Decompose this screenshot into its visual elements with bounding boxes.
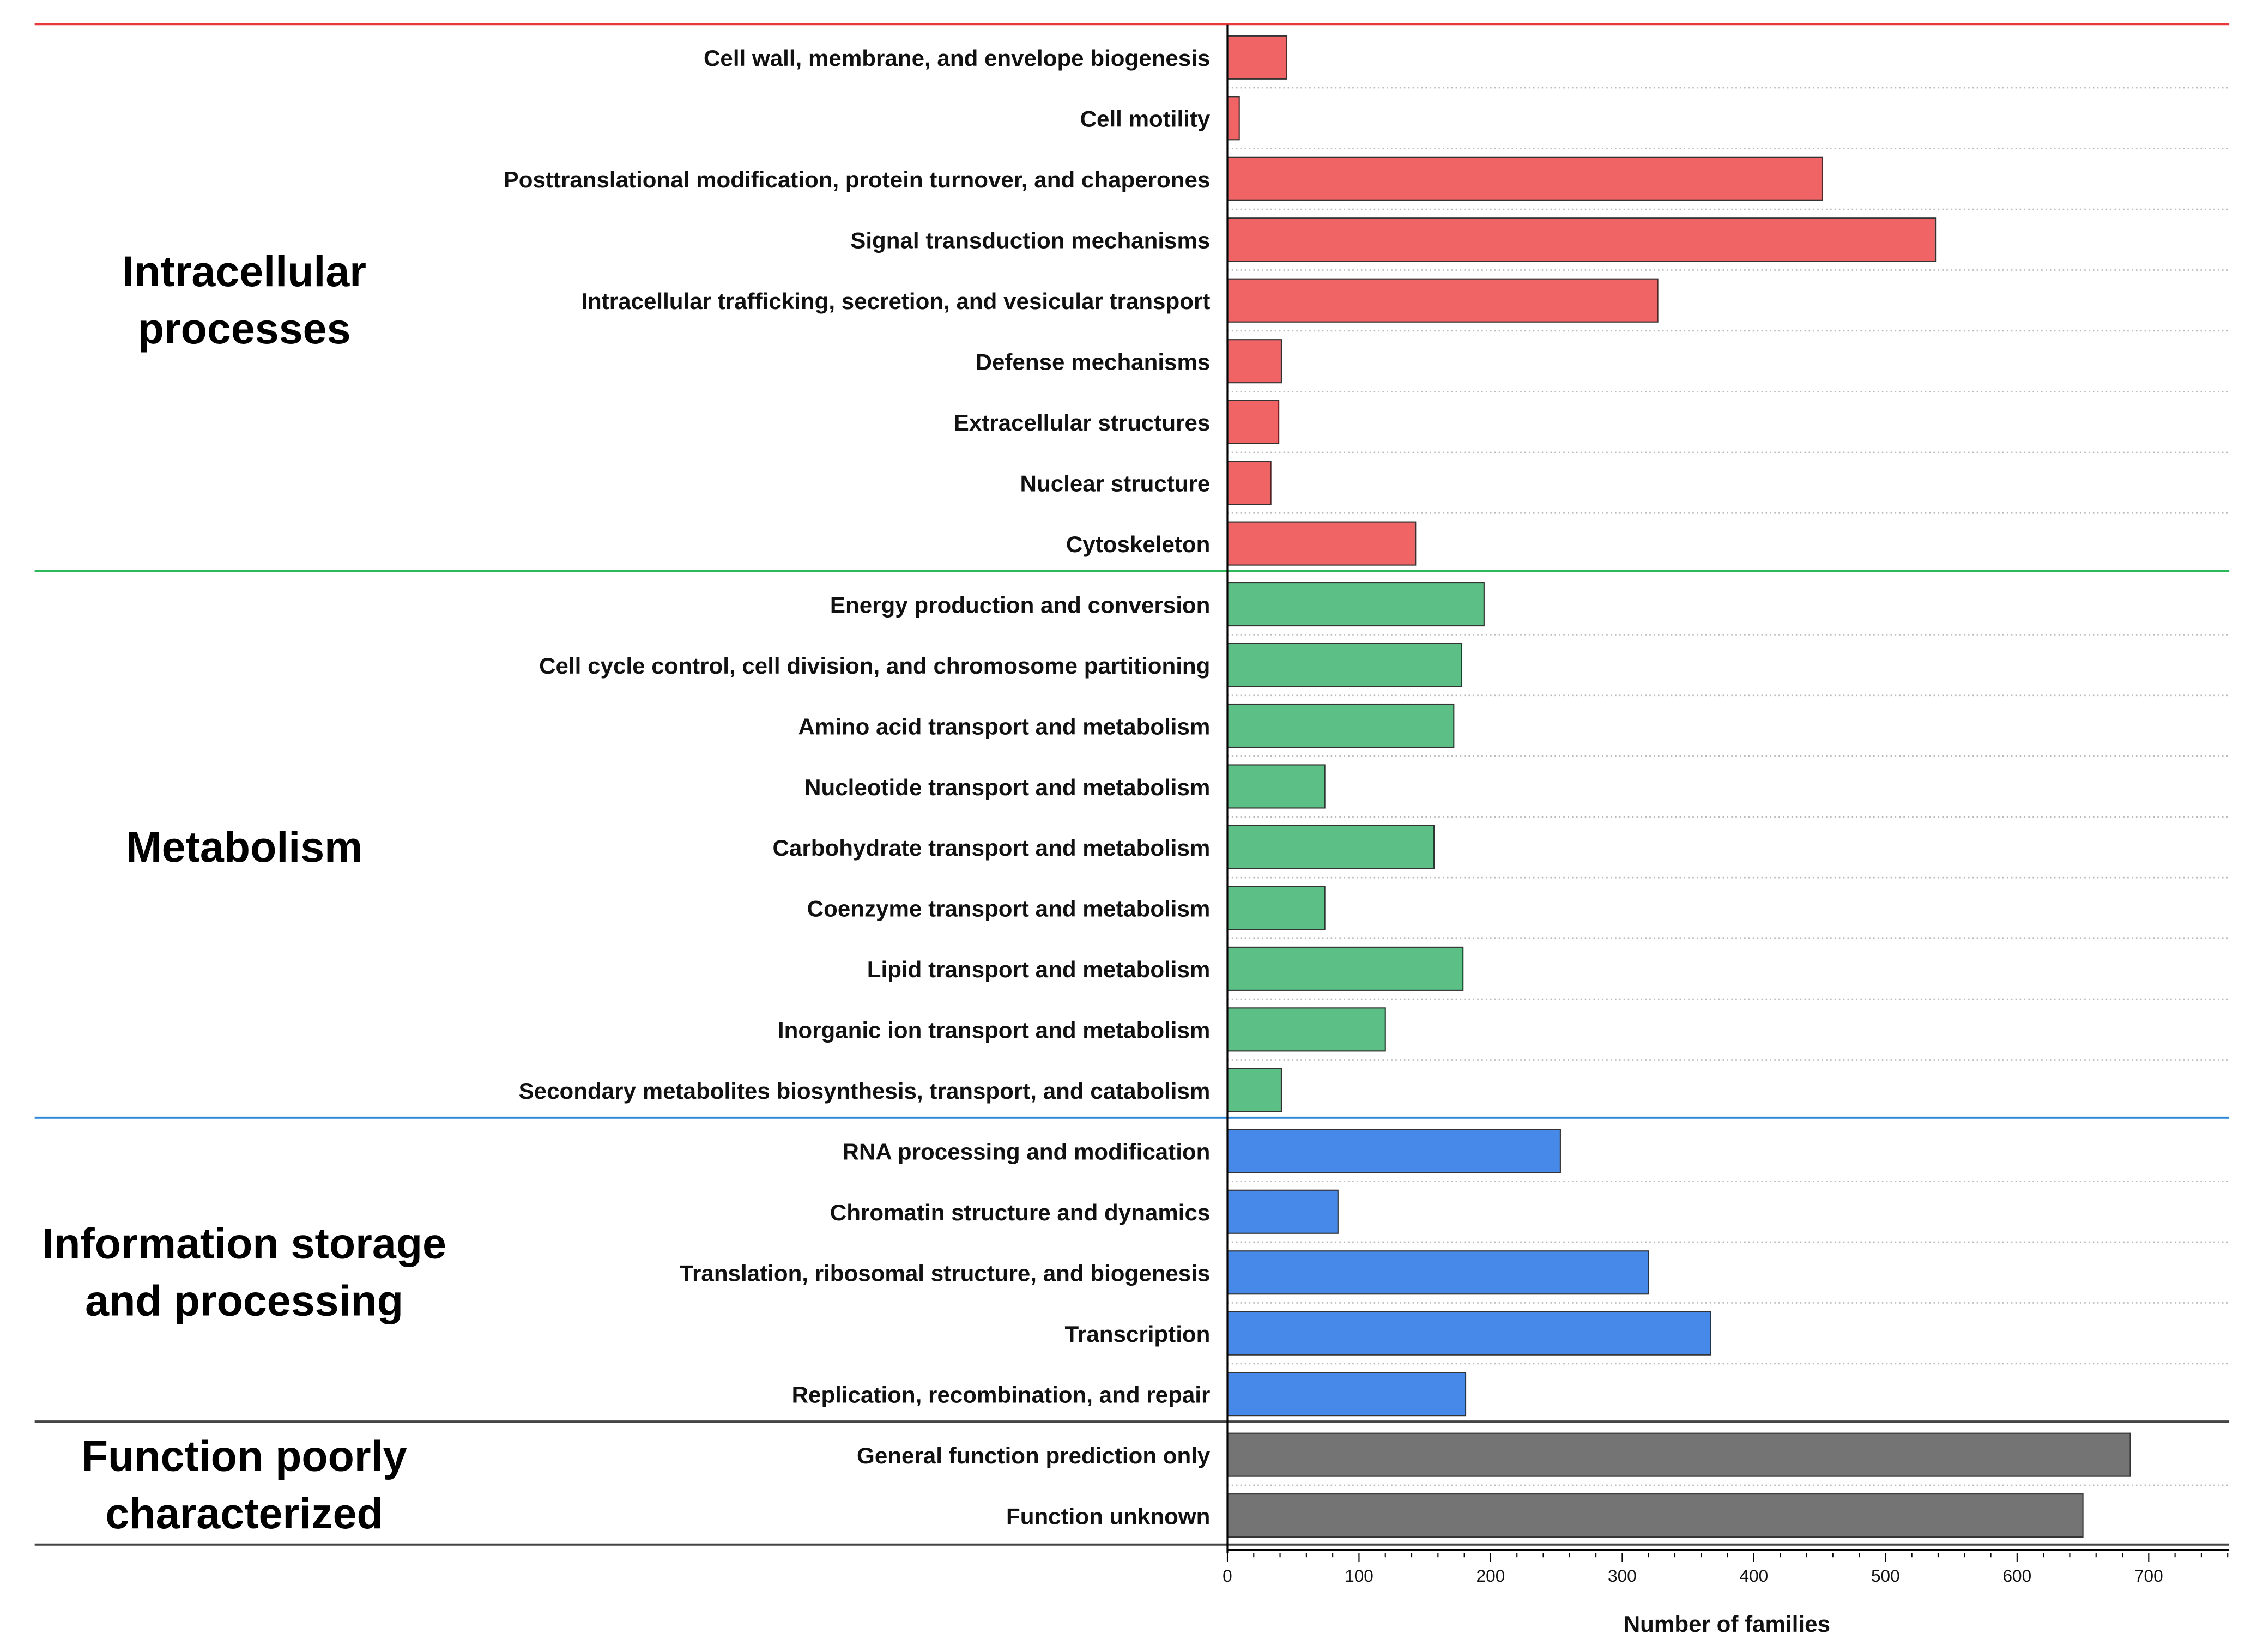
bar [1226,156,1823,201]
bar [1226,1493,2084,1538]
bar [1226,582,1485,627]
x-tick-label: 0 [1223,1566,1232,1586]
bar [1226,703,1455,748]
bar [1226,1068,1282,1112]
category-label: Energy production and conversion [830,592,1211,618]
category-label: Transcription [1065,1321,1211,1347]
bar [1226,1007,1386,1052]
bar [1226,1432,2131,1477]
category-label: Cell cycle control, cell division, and c… [539,653,1210,679]
x-tick-label: 200 [1477,1566,1505,1586]
bar [1226,1250,1649,1295]
bar [1226,886,1326,930]
group-label: Function poorly [82,1432,407,1480]
category-label: Secondary metabolites biosynthesis, tran… [519,1078,1211,1104]
category-label: Chromatin structure and dynamics [830,1200,1211,1225]
x-tick-label: 300 [1608,1566,1637,1586]
category-label: Inorganic ion transport and metabolism [778,1018,1210,1043]
bar [1226,764,1326,809]
bar [1226,1189,1339,1234]
x-tick-label: 500 [1871,1566,1900,1586]
category-label: Nucleotide transport and metabolism [804,774,1210,800]
bar [1226,96,1240,141]
category-label: Intracellular trafficking, secretion, an… [581,288,1210,314]
x-axis-title: Number of families [1624,1611,1830,1637]
category-label: Replication, recombination, and repair [792,1382,1211,1407]
category-label: Nuclear structure [1020,470,1211,496]
category-label: Amino acid transport and metabolism [798,713,1210,739]
category-label: Cytoskeleton [1066,531,1211,557]
bar [1226,1129,1561,1173]
group-label: Information storage [42,1219,446,1267]
group-label: Intracellular [122,247,366,295]
x-tick-label: 600 [2002,1566,2031,1586]
bar [1226,339,1282,384]
category-label: RNA processing and modification [843,1139,1211,1165]
bar [1226,1372,1467,1417]
bar [1226,278,1659,323]
bar [1226,1311,1711,1356]
category-label: Extracellular structures [954,410,1211,435]
bar [1226,35,1287,80]
group-label: Metabolism [126,822,363,871]
bar [1226,400,1280,444]
category-label: Posttranslational modification, protein … [504,167,1211,192]
bar [1226,946,1464,991]
category-label: Cell motility [1080,106,1211,132]
category-label: Lipid transport and metabolism [867,957,1211,982]
category-label: Carbohydrate transport and metabolism [772,835,1210,861]
group-label: processes [138,304,351,353]
category-label: Coenzyme transport and metabolism [807,896,1211,922]
bar [1226,461,1272,505]
x-tick-label: 400 [1740,1566,1769,1586]
category-label: Translation, ribosomal structure, and bi… [680,1261,1211,1286]
bar [1226,825,1435,870]
group-label: characterized [105,1489,383,1538]
x-tick-label: 100 [1345,1566,1373,1586]
bar [1226,217,1937,262]
x-tick-label: 700 [2134,1566,2163,1586]
group-label: and processing [85,1276,403,1325]
category-label: Defense mechanisms [976,349,1211,374]
bar [1226,643,1462,687]
category-label: Cell wall, membrane, and envelope biogen… [704,45,1210,71]
category-label: Function unknown [1006,1503,1210,1529]
bar [1226,521,1417,566]
category-label: General function prediction only [857,1443,1211,1468]
category-label: Signal transduction mechanisms [850,228,1210,253]
